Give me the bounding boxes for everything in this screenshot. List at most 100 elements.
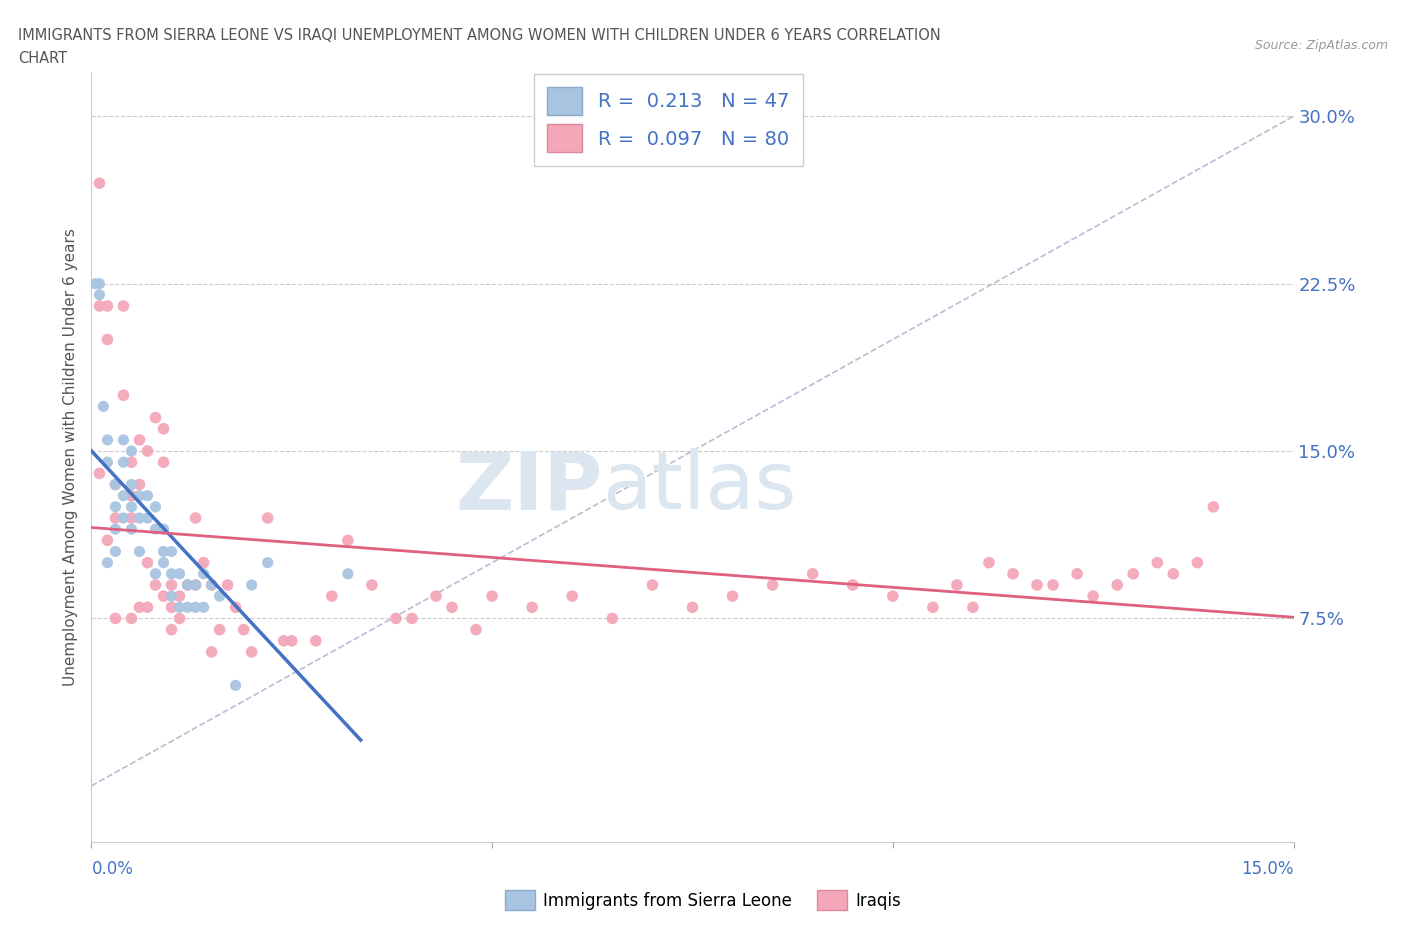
Point: [152, 455, 174, 470]
Point: [1066, 566, 1088, 581]
Point: [84, 276, 107, 291]
Point: [112, 432, 135, 447]
Point: [160, 622, 183, 637]
Point: [152, 544, 174, 559]
Legend: R =  0.213   N = 47, R =  0.097   N = 80: R = 0.213 N = 47, R = 0.097 N = 80: [534, 73, 803, 166]
Point: [360, 578, 382, 592]
Point: [762, 578, 785, 592]
Point: [193, 555, 215, 570]
Point: [128, 544, 150, 559]
Point: [136, 488, 159, 503]
Point: [89, 276, 111, 291]
Point: [240, 578, 263, 592]
Point: [96, 555, 118, 570]
Point: [602, 611, 624, 626]
Point: [89, 299, 111, 313]
Point: [256, 511, 278, 525]
Point: [104, 522, 127, 537]
Point: [305, 633, 328, 648]
Point: [104, 499, 127, 514]
Point: [104, 611, 127, 626]
Point: [128, 511, 150, 525]
Point: [121, 611, 143, 626]
Point: [522, 600, 544, 615]
Point: [112, 299, 135, 313]
Point: [136, 555, 159, 570]
Text: 15.0%: 15.0%: [1241, 860, 1294, 878]
Point: [96, 533, 118, 548]
Point: [93, 399, 115, 414]
Point: [208, 589, 231, 604]
Text: Source: ZipAtlas.com: Source: ZipAtlas.com: [1254, 39, 1388, 52]
Point: [801, 566, 824, 581]
Point: [962, 600, 984, 615]
Point: [882, 589, 904, 604]
Point: [121, 499, 143, 514]
Point: [225, 678, 247, 693]
Point: [561, 589, 583, 604]
Text: ZIP: ZIP: [456, 448, 602, 526]
Point: [169, 611, 191, 626]
Point: [89, 287, 111, 302]
Point: [169, 600, 191, 615]
Point: [128, 477, 150, 492]
Point: [104, 477, 127, 492]
Point: [169, 589, 191, 604]
Point: [232, 622, 254, 637]
Point: [440, 600, 463, 615]
Point: [152, 522, 174, 537]
Point: [946, 578, 969, 592]
Point: [136, 600, 159, 615]
Point: [1187, 555, 1209, 570]
Point: [184, 578, 207, 592]
Point: [1107, 578, 1129, 592]
Point: [152, 555, 174, 570]
Text: IMMIGRANTS FROM SIERRA LEONE VS IRAQI UNEMPLOYMENT AMONG WOMEN WITH CHILDREN UND: IMMIGRANTS FROM SIERRA LEONE VS IRAQI UN…: [18, 28, 941, 43]
Point: [1146, 555, 1168, 570]
Point: [128, 432, 150, 447]
Point: [1202, 499, 1225, 514]
Point: [121, 477, 143, 492]
Point: [1122, 566, 1144, 581]
Point: [321, 589, 343, 604]
Point: [160, 544, 183, 559]
Legend: Immigrants from Sierra Leone, Iraqis: Immigrants from Sierra Leone, Iraqis: [498, 884, 908, 917]
Point: [1163, 566, 1185, 581]
Point: [201, 578, 224, 592]
Point: [112, 488, 135, 503]
Point: [385, 611, 408, 626]
Point: [160, 566, 183, 581]
Point: [89, 176, 111, 191]
Point: [281, 633, 304, 648]
Point: [112, 455, 135, 470]
Point: [256, 555, 278, 570]
Point: [1042, 578, 1064, 592]
Point: [184, 600, 207, 615]
Point: [401, 611, 423, 626]
Point: [481, 589, 503, 604]
Point: [336, 566, 359, 581]
Point: [145, 522, 167, 537]
Point: [1026, 578, 1049, 592]
Point: [121, 455, 143, 470]
Point: [240, 644, 263, 659]
Point: [193, 600, 215, 615]
Point: [169, 566, 191, 581]
Point: [193, 566, 215, 581]
Text: CHART: CHART: [18, 51, 67, 66]
Point: [104, 544, 127, 559]
Text: atlas: atlas: [602, 448, 797, 526]
Point: [977, 555, 1000, 570]
Point: [721, 589, 744, 604]
Point: [841, 578, 863, 592]
Point: [160, 589, 183, 604]
Point: [136, 511, 159, 525]
Point: [96, 455, 118, 470]
Point: [184, 511, 207, 525]
Point: [201, 644, 224, 659]
Point: [184, 578, 207, 592]
Point: [160, 600, 183, 615]
Point: [145, 499, 167, 514]
Point: [160, 578, 183, 592]
Point: [176, 600, 198, 615]
